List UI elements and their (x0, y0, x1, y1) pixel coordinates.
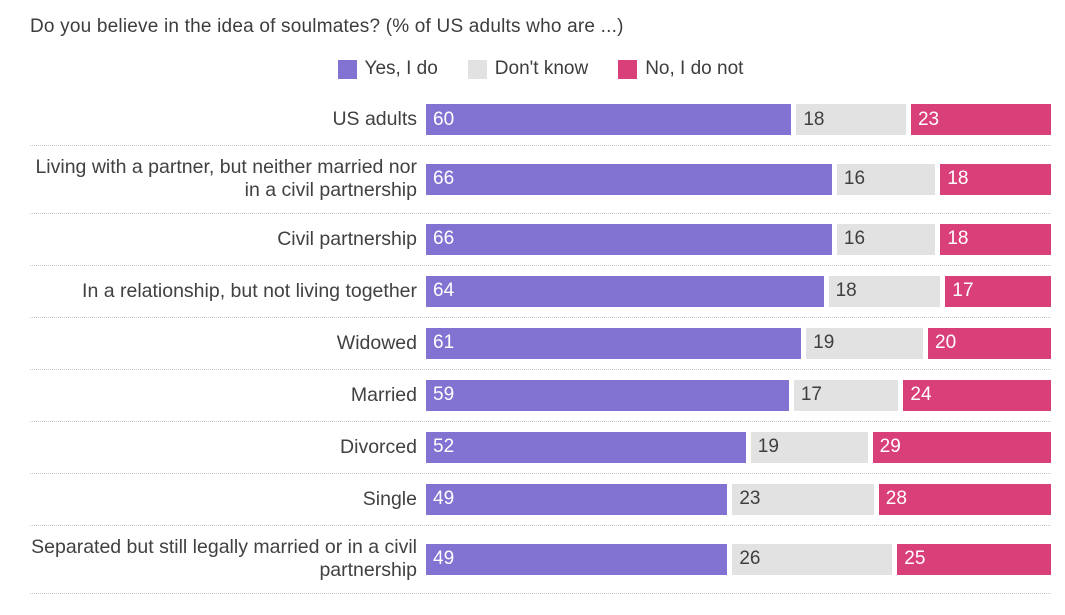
category-label: In a relationship, but not living togeth… (82, 279, 417, 302)
legend-item-dont-know: Don't know (467, 58, 589, 80)
bar-segment-yes: 61 (426, 327, 802, 359)
bar-group: 61 19 20 (426, 327, 1051, 359)
value-label: 17 (800, 384, 822, 406)
category-label: Separated but still legally married or i… (31, 535, 417, 582)
bar-segment-yes: 52 (426, 431, 746, 463)
bar-segment-dont-know: 16 (836, 223, 936, 255)
legend-label: No, I do not (645, 58, 744, 79)
value-label: 49 (433, 488, 455, 510)
bar-group: 66 16 18 (426, 163, 1052, 195)
value-label: 20 (935, 332, 957, 354)
bar-segment-dont-know: 16 (836, 163, 936, 195)
bar-segment-no: 24 (903, 379, 1051, 411)
value-label: 23 (739, 488, 761, 510)
value-label: 28 (885, 488, 907, 510)
value-label: 66 (433, 168, 455, 190)
value-label: 26 (739, 548, 761, 570)
bar-segment-no: 28 (878, 483, 1051, 515)
value-label: 24 (910, 384, 932, 406)
value-label: 16 (843, 168, 866, 190)
legend-item-yes: Yes, I do (337, 58, 438, 80)
chart-row: Married 59 17 24 (30, 370, 1051, 422)
value-label: 19 (813, 332, 835, 354)
bar-segment-dont-know: 18 (796, 104, 906, 135)
value-label: 25 (904, 548, 926, 570)
value-label: 60 (433, 108, 455, 130)
bar-segment-no: 17 (945, 275, 1051, 307)
chart-row: US adults 60 18 23 (30, 94, 1051, 146)
bar-segment-yes: 49 (426, 483, 728, 515)
chart-row: Separated but still legally married or i… (30, 526, 1051, 594)
chart-row: Single 49 23 28 (30, 474, 1051, 526)
bar-group: 66 16 18 (426, 223, 1052, 255)
value-label: 29 (879, 436, 901, 458)
bar-segment-dont-know: 17 (793, 379, 899, 411)
value-label: 19 (757, 436, 779, 458)
legend-label: Yes, I do (364, 58, 438, 79)
bar-group: 49 26 25 (426, 543, 1051, 575)
bar-segment-dont-know: 18 (828, 275, 941, 307)
value-label: 61 (433, 332, 455, 354)
value-label: 18 (947, 228, 969, 250)
chart-row: Widowed 61 19 20 (30, 318, 1051, 370)
value-label: 17 (952, 280, 974, 302)
bar-segment-yes: 49 (426, 543, 728, 575)
bar-group: 52 19 29 (426, 431, 1051, 463)
value-label: 23 (917, 108, 940, 130)
legend: Yes, I do Don't know No, I do not (30, 58, 1051, 80)
category-label: Married (350, 383, 417, 406)
category-label: Civil partnership (277, 227, 417, 250)
chart-row: Divorced 52 19 29 (30, 422, 1051, 474)
legend-swatch-no (618, 59, 638, 79)
value-label: 59 (433, 384, 455, 406)
category-label: US adults (332, 107, 417, 130)
category-label: Widowed (336, 331, 417, 354)
value-label: 16 (843, 228, 866, 250)
value-label: 64 (433, 280, 455, 302)
bar-segment-yes: 66 (426, 163, 832, 195)
bar-segment-dont-know: 19 (750, 431, 868, 463)
bar-segment-no: 29 (872, 431, 1051, 463)
bar-segment-yes: 59 (426, 379, 789, 411)
bar-group: 64 18 17 (426, 275, 1051, 307)
bar-segment-no: 18 (940, 163, 1052, 195)
bar-segment-yes: 60 (426, 104, 792, 135)
value-label: 66 (433, 228, 455, 250)
chart-row: Civil partnership 66 16 18 (30, 214, 1052, 266)
bar-segment-dont-know: 23 (732, 483, 874, 515)
bar-segment-no: 23 (910, 104, 1051, 135)
category-label: Divorced (340, 435, 417, 458)
legend-swatch-yes (337, 59, 357, 79)
bar-group: 60 18 23 (426, 104, 1051, 135)
bar-segment-dont-know: 19 (806, 327, 923, 359)
value-label: 52 (433, 436, 455, 458)
bar-segment-no: 25 (897, 543, 1051, 575)
chart-rows: US adults 60 18 23 Living with a partner, bu… (30, 94, 1052, 594)
legend-label: Don't know (494, 58, 589, 79)
bar-segment-dont-know: 26 (732, 543, 893, 575)
category-label: Single (362, 487, 417, 510)
chart-row: Living with a partner, but neither marri… (30, 146, 1052, 214)
value-label: 49 (433, 548, 455, 570)
value-label: 18 (835, 280, 857, 302)
bar-group: 49 23 28 (426, 483, 1051, 515)
value-label: 18 (803, 108, 825, 130)
chart-row: In a relationship, but not living togeth… (30, 266, 1051, 318)
category-label: Living with a partner, but neither marri… (35, 156, 417, 202)
bar-group: 59 17 24 (426, 379, 1051, 411)
legend-item-no: No, I do not (618, 58, 743, 80)
value-label: 18 (947, 168, 969, 190)
bar-segment-no: 18 (940, 223, 1052, 255)
bar-segment-no: 20 (928, 327, 1051, 359)
chart-title: Do you believe in the idea of soulmates?… (30, 16, 624, 37)
bar-segment-yes: 66 (426, 223, 832, 255)
bar-segment-yes: 64 (426, 275, 824, 307)
legend-swatch-dont-know (467, 59, 487, 79)
